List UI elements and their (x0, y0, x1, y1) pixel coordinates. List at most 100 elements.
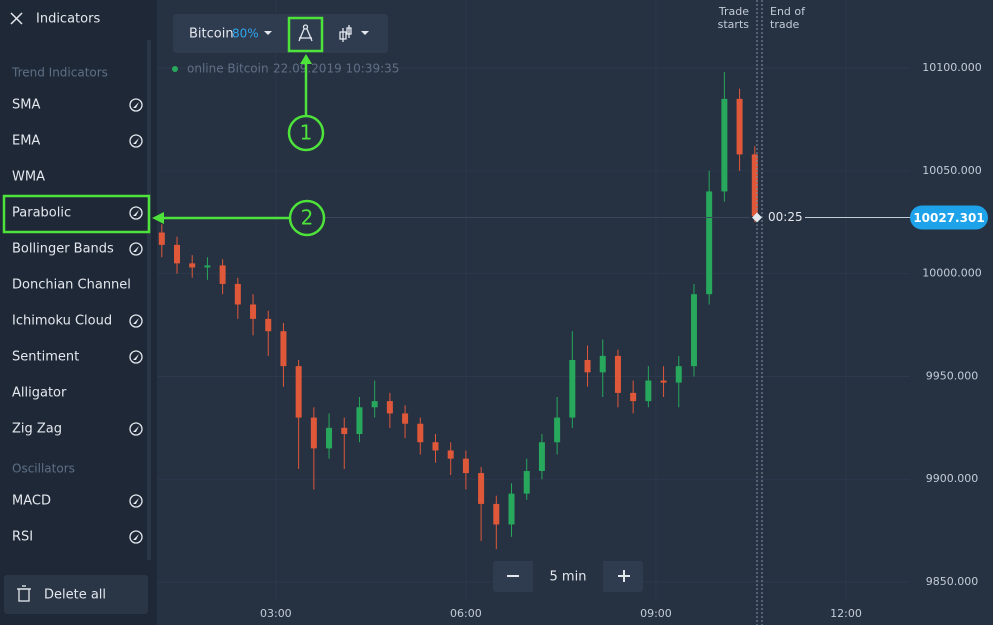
candle-body (645, 380, 652, 402)
timeframe-box[interactable] (533, 561, 603, 592)
trade-start-label: starts (718, 18, 750, 31)
online-dot (172, 66, 178, 72)
icon-ring (129, 206, 143, 220)
indicator-item[interactable]: Parabolic (12, 206, 71, 221)
dropdown-caret[interactable] (361, 31, 369, 35)
icon-ring (129, 242, 143, 256)
candle-body (234, 283, 241, 305)
annotation-circle (287, 114, 325, 152)
candle-body (219, 265, 226, 284)
icon-ring (129, 134, 143, 148)
section-title: Oscillators (12, 462, 75, 476)
candle-body (751, 154, 758, 217)
indicator-item[interactable]: Donchian Channel (12, 278, 131, 293)
candle-body (614, 355, 621, 393)
payout: 80% (232, 27, 259, 41)
info-icon[interactable] (129, 530, 143, 544)
price-badge (910, 205, 988, 230)
section-title: Trend Indicators (11, 66, 108, 80)
indicator-item[interactable]: Alligator (12, 386, 67, 401)
y-tick-label: 9900.000 (926, 472, 979, 485)
chart-type-icon[interactable] (339, 25, 352, 42)
candle-body (736, 98, 743, 155)
trade-end-label: End of (770, 5, 806, 18)
icon-ring (129, 530, 143, 544)
candle-body (326, 427, 333, 449)
trade-start-label: Trade (718, 5, 749, 18)
close-icon[interactable] (10, 12, 23, 25)
icon-ring (129, 314, 143, 328)
info-icon[interactable] (129, 422, 143, 436)
candle-body (341, 427, 348, 435)
y-tick-label: 10100.000 (922, 61, 982, 74)
zoom-in[interactable] (618, 570, 630, 582)
delete-all-label[interactable]: Delete all (44, 588, 106, 603)
candle-body (721, 98, 728, 192)
annotation-circle (288, 199, 326, 237)
sidebar-title: Indicators (36, 12, 100, 27)
candle-body (508, 493, 515, 525)
icon-arrow (133, 138, 139, 144)
sidebar (0, 0, 157, 625)
x-tick-label: 12:00 (830, 607, 862, 620)
icon-ring (129, 422, 143, 436)
indicator-item[interactable]: Bollinger Bands (12, 242, 114, 257)
timeframe[interactable]: 5 min (550, 570, 587, 585)
asset-name[interactable]: Bitcoin (189, 27, 234, 42)
icon-arrow (133, 318, 139, 324)
indicator-item[interactable]: RSI (12, 530, 33, 545)
y-tick-label: 10050.000 (922, 164, 982, 177)
info-icon[interactable] (129, 206, 143, 220)
candle-body (204, 265, 211, 268)
candle-body (599, 355, 606, 373)
indicator-item[interactable]: MACD (12, 494, 51, 509)
info-icon[interactable] (129, 350, 143, 364)
indicators-button[interactable] (287, 16, 324, 53)
icon-arrow (133, 246, 139, 252)
icon-ring (129, 494, 143, 508)
indicator-item[interactable]: Zig Zag (12, 422, 62, 437)
candle-body (660, 380, 667, 383)
indicator-item[interactable]: WMA (12, 170, 45, 185)
candle-body (554, 417, 561, 443)
candle-body (310, 417, 317, 449)
annotation-number: 2 (301, 206, 314, 230)
annotation-arrow (152, 54, 312, 224)
delete-all-button[interactable] (4, 575, 148, 614)
indicator-item[interactable]: Ichimoku Cloud (12, 314, 112, 329)
candle-body (447, 450, 454, 459)
timestamp: 22.09.2019 10:39:35 (273, 62, 399, 76)
icon-arrow (133, 102, 139, 108)
icon-arrow (133, 354, 139, 360)
candle-body (493, 503, 500, 525)
info-icon[interactable] (129, 314, 143, 328)
icon-ring (129, 350, 143, 364)
candle-body (386, 401, 393, 414)
compass-icon (298, 24, 313, 42)
indicator-item[interactable]: EMA (12, 134, 40, 149)
candle-body (158, 232, 165, 245)
icon-arrow (133, 534, 139, 540)
candle-body (371, 401, 378, 408)
icon-arrow (133, 498, 139, 504)
info-icon[interactable] (129, 134, 143, 148)
dropdown-caret[interactable] (264, 31, 272, 35)
y-tick-label: 9950.000 (926, 369, 979, 382)
candle-body (690, 294, 697, 367)
candle-body (356, 407, 363, 435)
candle-body (174, 244, 181, 264)
indicator-item[interactable]: SMA (12, 98, 40, 113)
candle-body (265, 318, 272, 332)
info-icon[interactable] (129, 242, 143, 256)
trade-end-label: trade (770, 18, 800, 31)
candle-body (569, 359, 576, 418)
indicator-item[interactable]: Sentiment (12, 350, 79, 365)
info-icon[interactable] (129, 494, 143, 508)
icon-arrow (133, 210, 139, 216)
trash-icon (17, 585, 31, 602)
candle-body (250, 304, 257, 319)
candle-body (417, 423, 424, 443)
candle-body (432, 442, 439, 451)
price-marker (752, 212, 762, 223)
info-icon[interactable] (129, 98, 143, 112)
